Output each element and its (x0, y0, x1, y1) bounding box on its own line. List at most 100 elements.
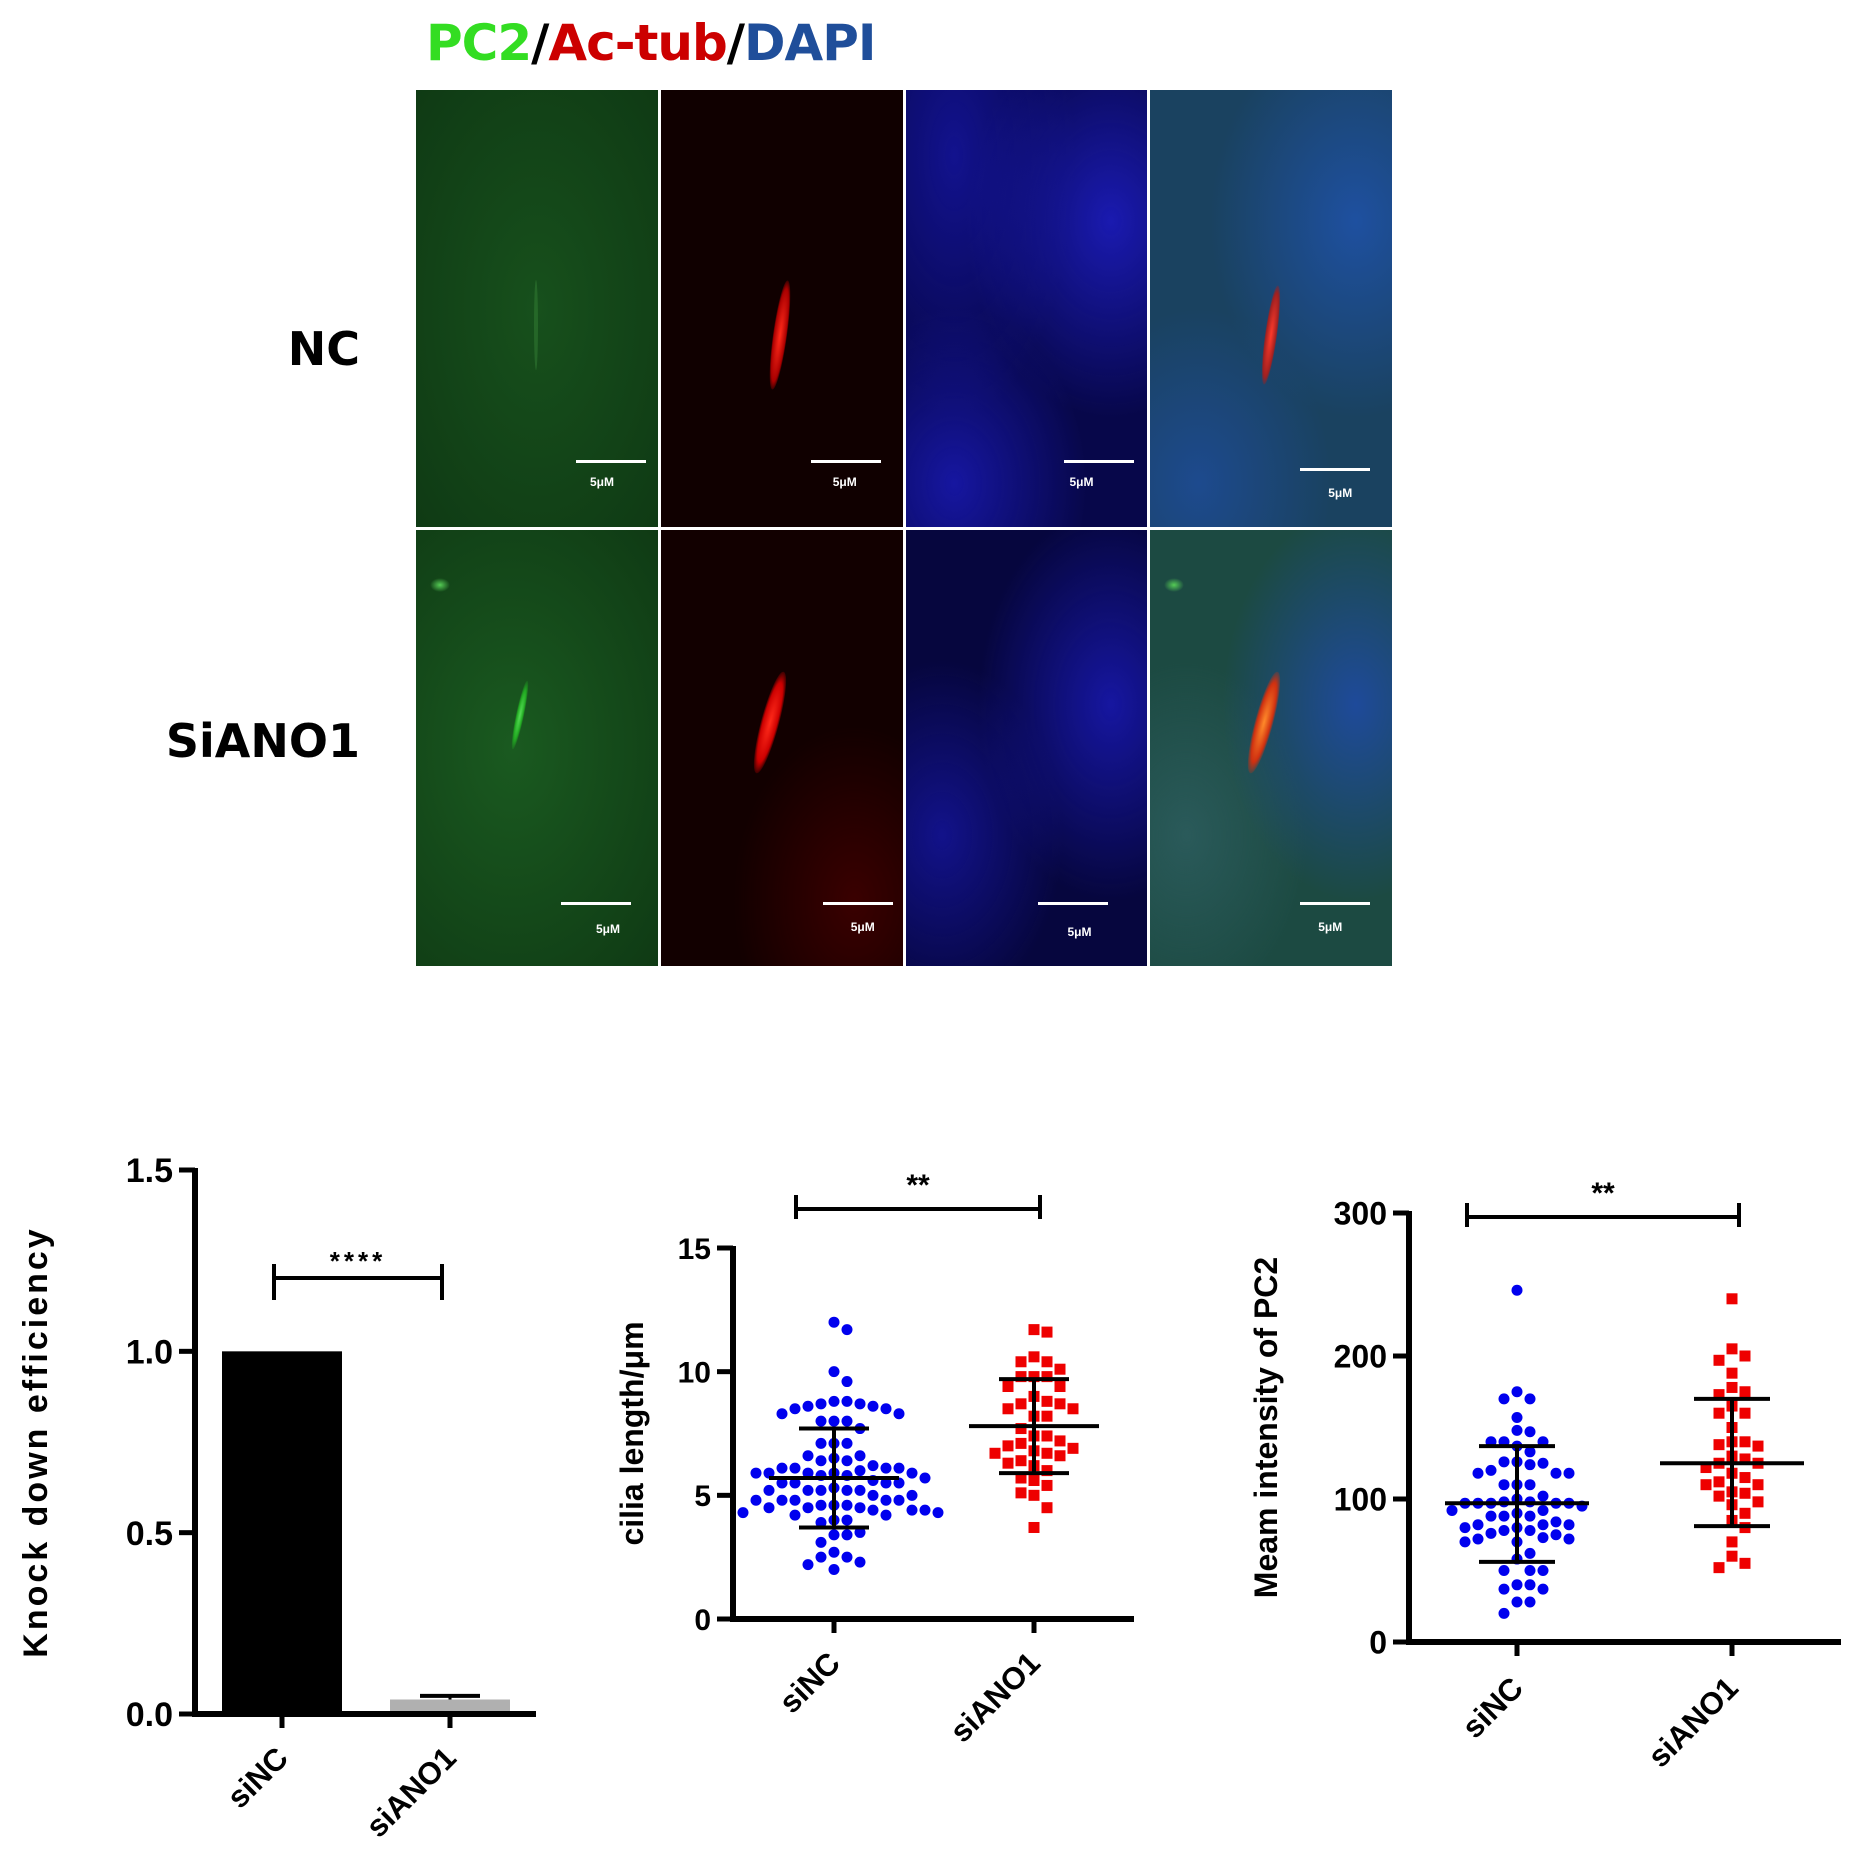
data-point-sinc (815, 1455, 827, 1467)
x-tick-label-sinc: siNC (1455, 1670, 1530, 1745)
data-point-sinc (906, 1504, 918, 1516)
data-point-siano1 (1002, 1440, 1014, 1452)
data-point-sinc (789, 1403, 801, 1415)
data-point-siano1 (1739, 1386, 1751, 1398)
data-point-sinc (841, 1455, 853, 1467)
data-point-sinc (1563, 1533, 1575, 1545)
data-point-siano1 (1726, 1367, 1738, 1379)
data-point-sinc (932, 1507, 944, 1519)
scale-bar-label: 5μM (1318, 919, 1343, 934)
data-point-siano1 (1028, 1324, 1040, 1336)
data-point-sinc (802, 1467, 814, 1479)
scale-bar (822, 901, 893, 905)
data-point-sinc (1485, 1527, 1497, 1539)
scale-bar-label: 5μM (832, 475, 857, 489)
data-point-sinc (880, 1477, 892, 1489)
data-point-siano1 (1015, 1472, 1027, 1484)
data-point-sinc (1459, 1522, 1471, 1534)
data-point-siano1 (1028, 1489, 1040, 1501)
data-point-siano1 (1752, 1496, 1764, 1508)
data-point-sinc (841, 1415, 853, 1427)
data-point-sinc (789, 1494, 801, 1506)
scale-bar (1300, 901, 1371, 905)
data-point-sinc (1563, 1467, 1575, 1479)
data-point-sinc (867, 1460, 879, 1472)
micrograph-siano1-merge: 5μM (1150, 529, 1392, 966)
data-point-sinc (854, 1450, 866, 1462)
data-point-siano1 (1054, 1435, 1066, 1447)
data-point-sinc (750, 1467, 762, 1479)
data-point-sinc (1550, 1516, 1562, 1528)
data-point-sinc (763, 1467, 775, 1479)
data-point-siano1 (1028, 1521, 1040, 1533)
scale-bar-label: 5μM (1069, 475, 1094, 489)
data-point-sinc (880, 1494, 892, 1506)
bar-siano1 (390, 1699, 510, 1711)
scale-bar-label: 5μM (850, 919, 875, 934)
data-point-siano1 (1041, 1371, 1053, 1383)
data-point-sinc (828, 1316, 840, 1328)
title-pc2: PC2 (426, 14, 532, 72)
data-point-siano1 (989, 1447, 1001, 1459)
data-point-siano1 (1041, 1465, 1053, 1477)
data-point-siano1 (1739, 1472, 1751, 1484)
data-point-sinc (1537, 1490, 1549, 1502)
data-point-siano1 (1713, 1354, 1725, 1366)
data-point-sinc (854, 1556, 866, 1568)
data-point-sinc (828, 1564, 840, 1576)
data-point-sinc (906, 1467, 918, 1479)
micrograph-grid: 5μM 5μM 5μM 5μM 5μM 5μM 5μM 5μM (416, 90, 1392, 966)
data-point-siano1 (1739, 1487, 1751, 1499)
x-tick-label-sinc: siNC (220, 1740, 295, 1815)
data-point-sinc (906, 1489, 918, 1501)
data-point-siano1 (1015, 1455, 1027, 1467)
x-tick-label-siano1: siANO1 (359, 1740, 463, 1844)
micrograph-nc-dapi: 5μM (905, 90, 1148, 527)
y-tick-label: 10 (678, 1356, 711, 1389)
significance-label: ** (1591, 1177, 1615, 1210)
data-point-sinc (854, 1502, 866, 1514)
data-point-siano1 (1015, 1423, 1027, 1435)
title-actub: Ac-tub (548, 14, 727, 72)
data-point-siano1 (1067, 1403, 1079, 1415)
y-tick-label: 0.0 (126, 1696, 173, 1734)
data-point-siano1 (1726, 1381, 1738, 1393)
data-point-siano1 (1713, 1389, 1725, 1401)
data-point-siano1 (1054, 1450, 1066, 1462)
data-point-sinc (1472, 1519, 1484, 1531)
y-tick-label: 1.0 (126, 1334, 173, 1372)
data-point-sinc (841, 1395, 853, 1407)
title-sep: / (726, 14, 745, 72)
data-point-sinc (1537, 1457, 1549, 1469)
data-point-sinc (802, 1502, 814, 1514)
row-label-nc: NC (287, 322, 360, 376)
x-tick-label-siano1: siANO1 (943, 1645, 1047, 1749)
data-point-sinc (880, 1462, 892, 1474)
data-point-sinc (1511, 1596, 1523, 1608)
y-tick-label: 0 (1369, 1625, 1387, 1661)
data-point-sinc (763, 1484, 775, 1496)
data-point-sinc (919, 1504, 931, 1516)
data-point-sinc (815, 1536, 827, 1548)
data-point-siano1 (1067, 1442, 1079, 1454)
data-point-sinc (841, 1514, 853, 1526)
micrograph-siano1-actub: 5μM (660, 529, 903, 966)
data-point-sinc (737, 1507, 749, 1519)
data-point-sinc (776, 1408, 788, 1420)
scale-bar-label: 5μM (1067, 924, 1092, 939)
data-point-siano1 (1739, 1407, 1751, 1419)
y-tick-label: 0.5 (126, 1515, 173, 1553)
scale-bar-label: 5μM (590, 475, 615, 489)
figure-title: PC2/Ac-tub/DAPI (426, 14, 877, 72)
data-point-sinc (893, 1408, 905, 1420)
scale-bar-label: 5μM (596, 921, 621, 936)
y-tick-label: 15 (678, 1233, 711, 1266)
data-point-siano1 (1752, 1440, 1764, 1452)
data-point-sinc (1498, 1510, 1510, 1522)
row-label-siano1: SiANO1 (165, 714, 360, 768)
data-point-siano1 (1028, 1371, 1040, 1383)
y-axis-label: Knock down efficiency (17, 1226, 55, 1657)
x-tick-label-siano1: siANO1 (1641, 1670, 1745, 1774)
data-point-siano1 (1002, 1403, 1014, 1415)
data-point-sinc (854, 1484, 866, 1496)
